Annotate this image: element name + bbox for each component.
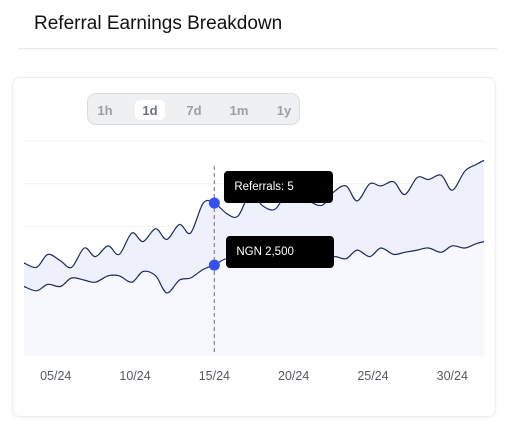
x-tick-label: 25/24: [357, 369, 389, 383]
earnings-tooltip: NGN 2,500: [226, 236, 335, 269]
chart-crosshair: [208, 166, 220, 355]
x-tick-label: 20/24: [278, 369, 310, 383]
range-option-1d[interactable]: 1d: [135, 100, 165, 120]
referrals-marker[interactable]: [208, 197, 220, 209]
referrals-tooltip: Referrals: 5: [224, 171, 334, 204]
chart-area-fill: [24, 160, 484, 355]
lower-area-fill: [24, 241, 484, 355]
earnings-chart: [23, 140, 485, 356]
series-band-fill: [24, 160, 484, 293]
range-option-7d[interactable]: 7d: [186, 102, 202, 118]
x-tick-label: 15/24: [198, 369, 230, 383]
time-range-selector: 1h 1d 7d 1m 1y: [87, 93, 300, 125]
x-tick-label: 05/24: [40, 369, 72, 383]
range-option-1y[interactable]: 1y: [276, 102, 292, 118]
range-option-1m[interactable]: 1m: [229, 102, 249, 118]
x-tick-label: 30/24: [436, 369, 468, 383]
x-tick-label: 10/24: [119, 369, 151, 383]
chart-card: 1h 1d 7d 1m 1y Referrals: 5 NGN 2,500 05/24 1…: [12, 77, 496, 417]
range-option-1h[interactable]: 1h: [97, 102, 113, 118]
page-title: Referral Earnings Breakdown: [34, 13, 283, 34]
earnings-marker[interactable]: [208, 259, 220, 271]
page-header: Referral Earnings Breakdown: [18, 0, 497, 49]
